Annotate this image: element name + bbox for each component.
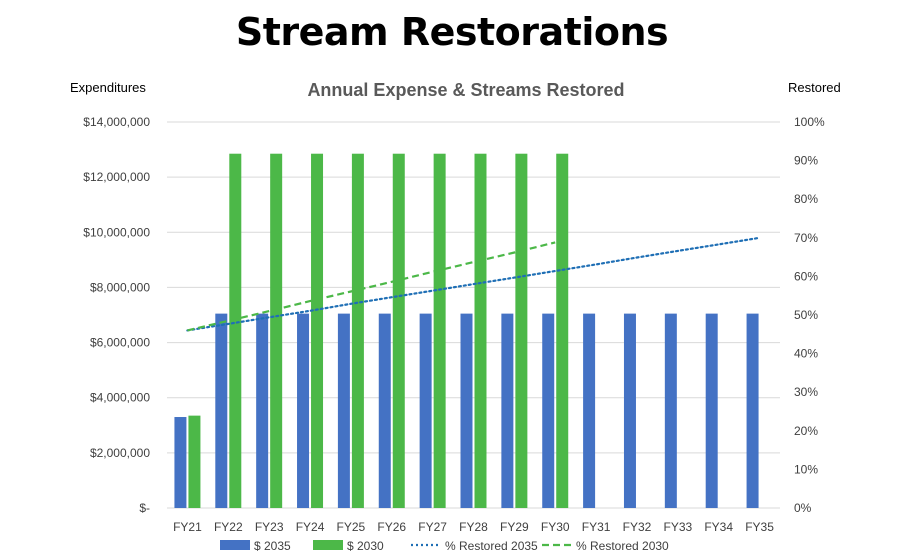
bar-2030 [188,415,201,508]
right-axis-title: Restored [788,80,841,95]
y2-tick-label: 70% [794,231,818,245]
page-title: Stream Restorations [235,10,669,54]
y2-tick-label: 60% [794,269,818,283]
bar-2035 [705,313,718,508]
y-tick-label: $2,000,000 [90,446,150,460]
y-tick-label: $8,000,000 [90,280,150,294]
bar-2035 [623,313,636,508]
bar-2030 [433,153,446,508]
y-tick-label: $14,000,000 [83,115,150,129]
bar-2030 [515,153,528,508]
gridlines [167,121,780,509]
bar-2035 [419,313,432,508]
x-axis-ticks: FY21 FY22 FY23 FY24 FY25 FY26 FY27 FY28 FY29 FY30… [173,520,774,534]
y-tick-label: $12,000,000 [83,170,150,184]
chart-title: Annual Expense & Streams Restored [307,80,625,100]
bar-2030 [556,153,569,508]
x-tick-label: FY28 [459,520,488,534]
right-axis-ticks: 0% 10% 20% 30% 40% 50% 60% 70% 80% 90% 100% [794,115,825,515]
y2-tick-label: 10% [794,462,818,476]
x-tick-label: FY33 [663,520,692,534]
x-tick-label: FY31 [582,520,611,534]
trend-lines [186,236,761,332]
bar-2035 [215,313,228,508]
bar-2030 [351,153,364,508]
y2-tick-label: 90% [794,154,818,168]
bar-2035 [501,313,514,508]
bar-2035 [174,417,187,508]
legend-label: $ 2035 [254,539,291,553]
bar-2035 [583,313,596,508]
x-tick-label: FY22 [214,520,243,534]
x-tick-label: FY21 [173,520,202,534]
legend-swatch [220,540,250,550]
x-tick-label: FY29 [500,520,529,534]
x-tick-label: FY25 [337,520,366,534]
left-axis-title: Expenditures [70,80,146,95]
y2-tick-label: 0% [794,501,812,515]
y-tick-label: $- [139,501,150,515]
y2-tick-label: 50% [794,308,818,322]
bar-2035 [256,313,269,508]
line-restored-2035 [186,236,761,332]
line-restored-2030 [187,241,556,332]
bar-2030 [474,153,487,508]
x-tick-label: FY26 [377,520,406,534]
x-tick-label: FY30 [541,520,570,534]
x-tick-label: FY23 [255,520,284,534]
x-tick-label: FY35 [745,520,774,534]
left-axis-ticks: $- $2,000,000 $4,000,000 $6,000,000 $8,000,0… [83,115,150,515]
x-tick-label: FY24 [296,520,325,534]
x-tick-label: FY32 [623,520,652,534]
bar-2035 [746,313,759,508]
y2-tick-label: 100% [794,115,825,129]
legend-label: % Restored 2030 [576,539,669,553]
bar-2035 [337,313,350,508]
y2-tick-label: 40% [794,347,818,361]
bar-2035 [297,313,310,508]
legend-swatch [313,540,343,550]
y2-tick-label: 80% [794,192,818,206]
bars [174,153,759,508]
x-tick-label: FY27 [418,520,447,534]
bar-2030 [270,153,283,508]
bar-2035 [542,313,555,508]
legend-label: % Restored 2035 [445,539,538,553]
bar-2030 [311,153,324,508]
y2-tick-label: 30% [794,385,818,399]
bar-2030 [229,153,242,508]
y-tick-label: $10,000,000 [83,225,150,239]
bar-2030 [392,153,405,508]
legend-label: $ 2030 [347,539,384,553]
legend: $ 2035 $ 2030 % Restored 2035 % Restored 20… [220,539,669,553]
bar-2035 [460,313,473,508]
bar-2035 [378,313,391,508]
y-tick-label: $4,000,000 [90,391,150,405]
x-tick-label: FY34 [704,520,733,534]
y-tick-label: $6,000,000 [90,336,150,350]
bar-2035 [664,313,677,508]
y2-tick-label: 20% [794,424,818,438]
